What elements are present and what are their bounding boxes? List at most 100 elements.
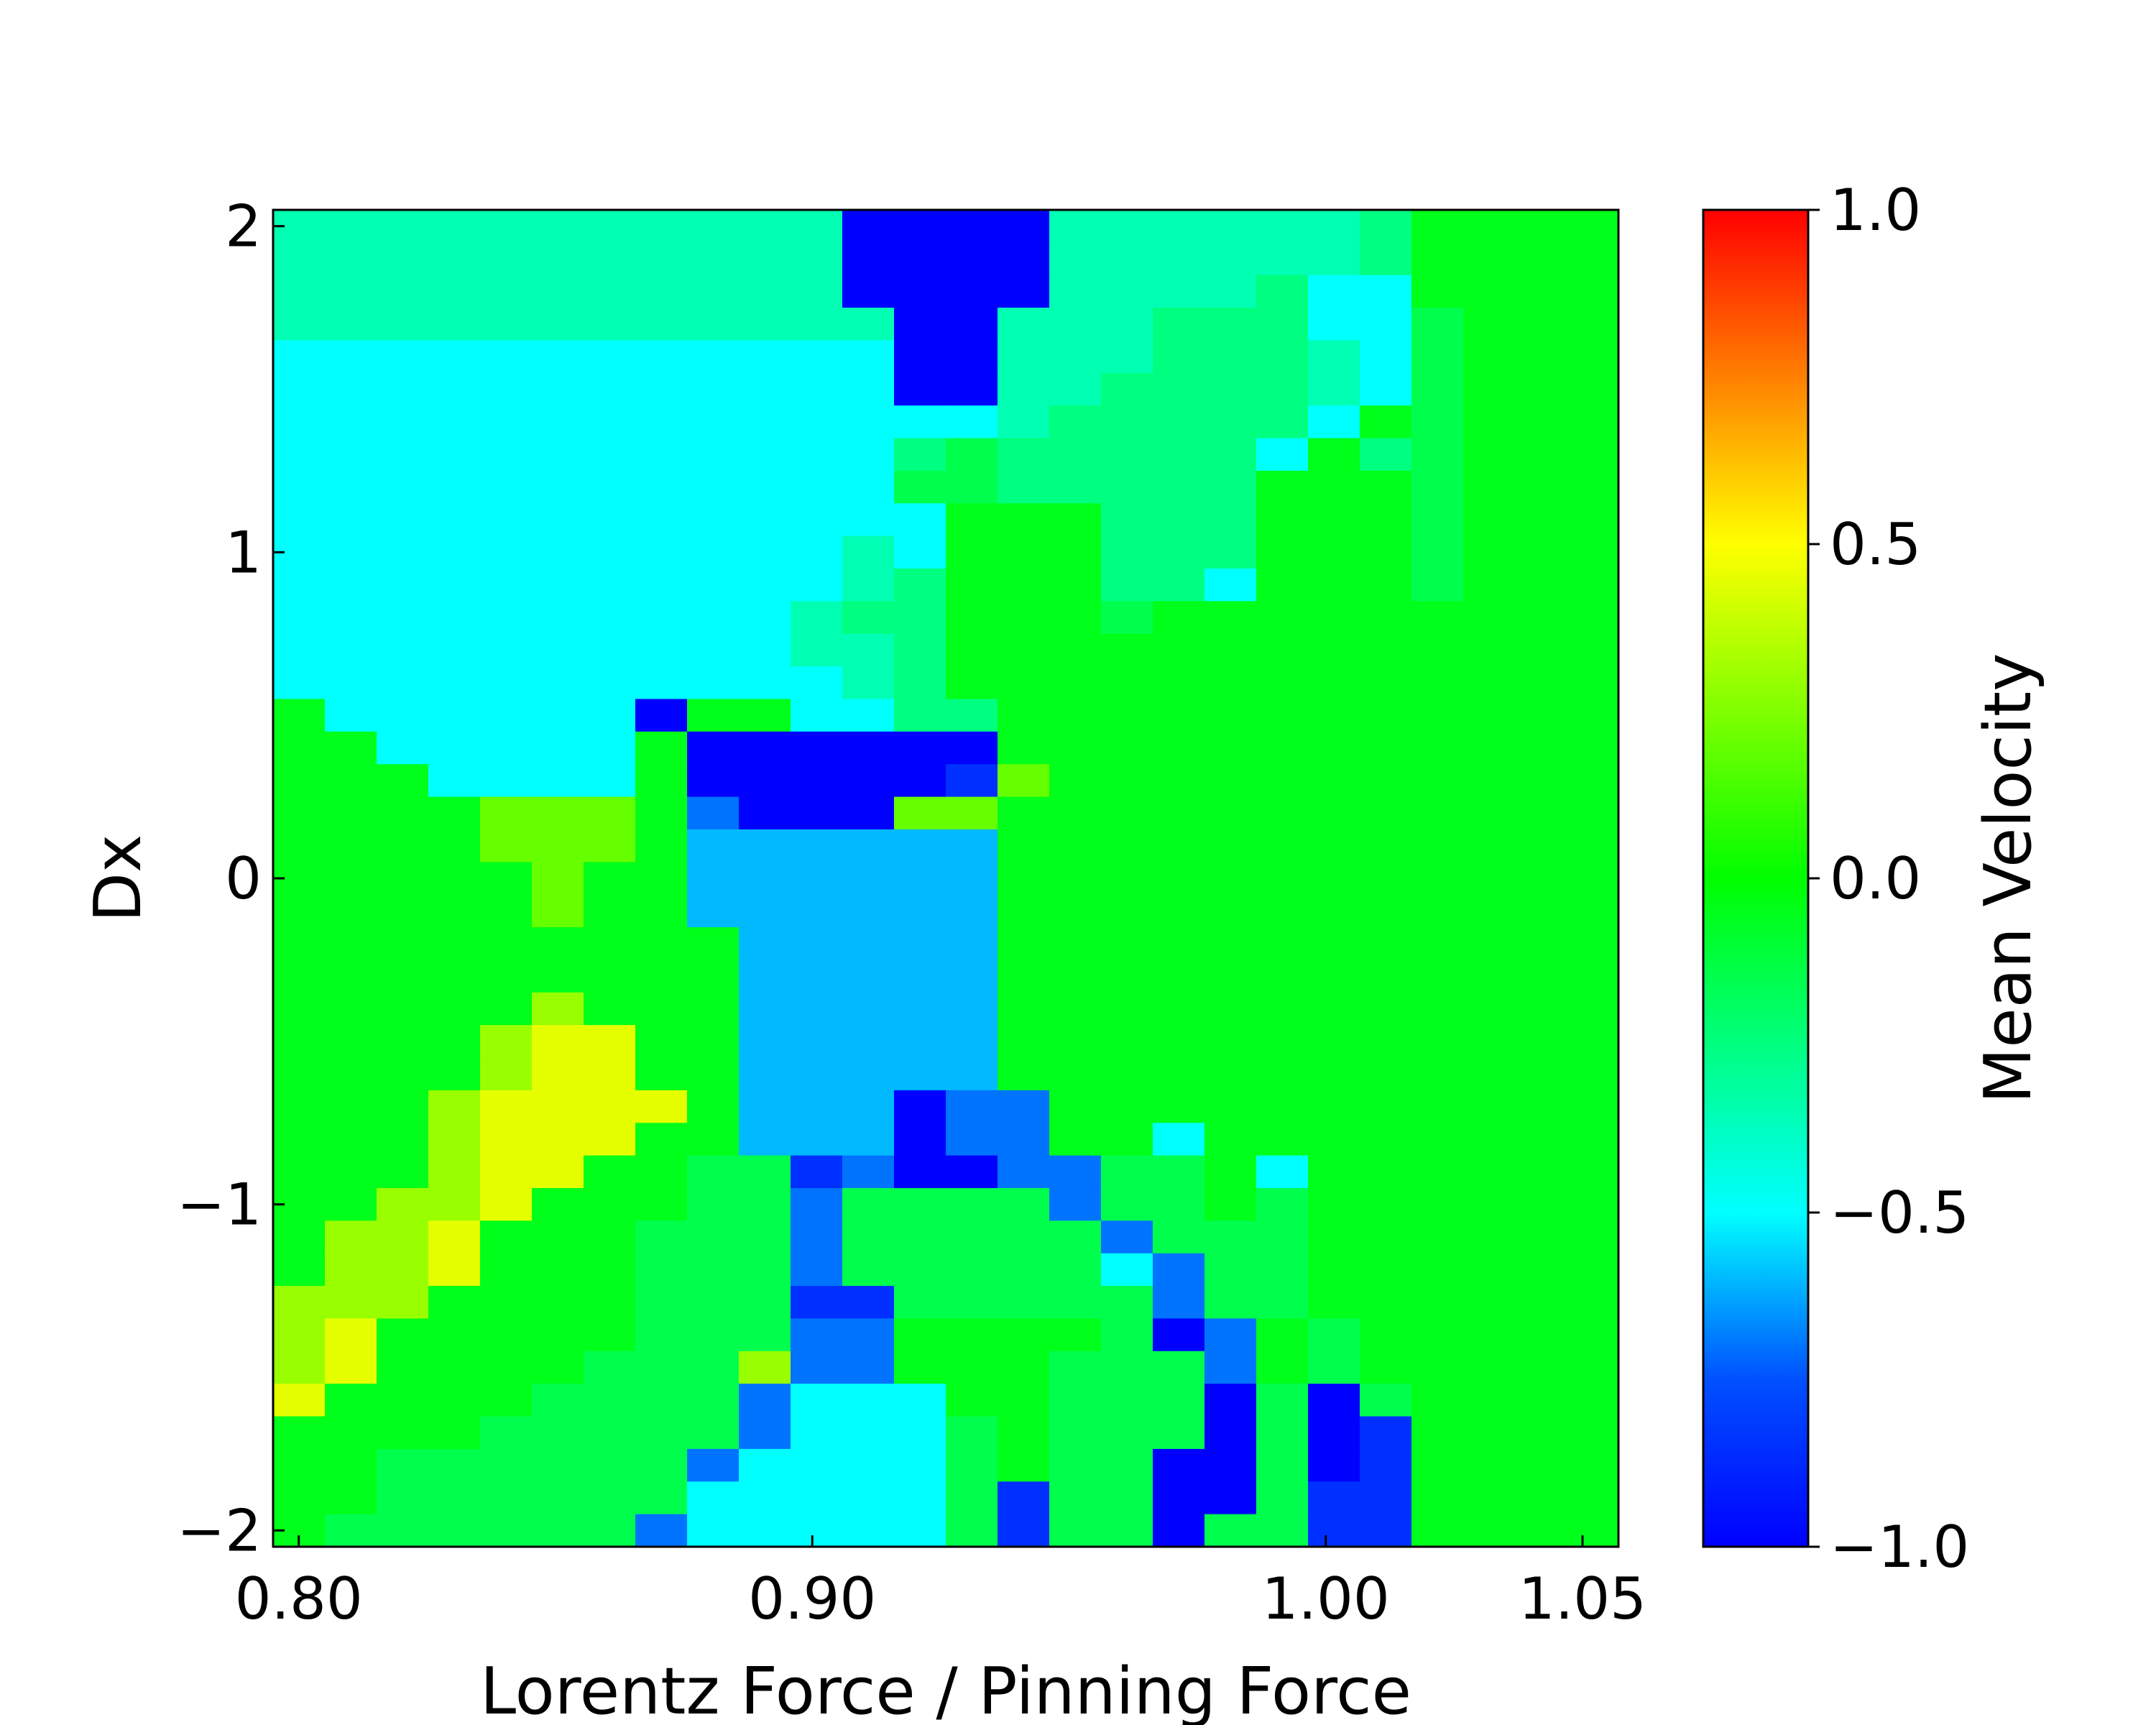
heatmap-cell <box>1463 569 1516 602</box>
heatmap-cell <box>635 1318 688 1352</box>
heatmap-cell <box>842 1286 895 1320</box>
heatmap-cell <box>532 535 584 569</box>
heatmap-cell <box>1567 894 1619 928</box>
heatmap-cell <box>739 862 791 896</box>
heatmap-cell <box>584 1057 636 1091</box>
heatmap-cell <box>842 1187 895 1222</box>
heatmap-cell <box>842 1351 895 1384</box>
heatmap-cell <box>791 1220 843 1254</box>
heatmap-cell <box>1049 666 1102 700</box>
heatmap-cell <box>377 1123 429 1156</box>
heatmap-cell <box>791 535 843 569</box>
heatmap-cell <box>532 731 584 765</box>
heatmap-cell <box>1463 1318 1516 1352</box>
heatmap-cell <box>1049 960 1102 993</box>
heatmap-cell <box>377 1514 429 1547</box>
heatmap-cell <box>635 1057 688 1091</box>
heatmap-cell <box>998 666 1050 700</box>
heatmap-cell <box>635 927 688 961</box>
heatmap-cell <box>791 764 843 798</box>
heatmap-cell <box>687 1351 740 1384</box>
heatmap-cell <box>842 275 895 308</box>
heatmap-cell <box>1153 438 1205 472</box>
heatmap-cell <box>273 275 326 308</box>
heatmap-cell <box>1360 503 1412 537</box>
heatmap-cell <box>532 242 584 276</box>
heatmap-cell <box>1204 894 1257 928</box>
heatmap-cell <box>1204 1025 1257 1059</box>
heatmap-cell <box>739 569 791 602</box>
heatmap-cell <box>1153 242 1205 276</box>
heatmap-cell <box>1567 405 1619 439</box>
heatmap-cell <box>1256 275 1309 308</box>
heatmap-cell <box>325 340 377 374</box>
heatmap-cell <box>325 731 377 765</box>
heatmap-cell <box>1204 1123 1257 1156</box>
heatmap-cell <box>1101 1286 1153 1320</box>
heatmap-cell <box>946 1090 998 1124</box>
heatmap-cell <box>635 1416 688 1450</box>
heatmap-cell <box>1515 275 1567 308</box>
heatmap-cell <box>894 340 946 374</box>
heatmap-cell <box>273 699 326 732</box>
heatmap-cell <box>1204 633 1257 667</box>
heatmap-cell <box>1360 1481 1412 1515</box>
heatmap-cell <box>532 1318 584 1352</box>
heatmap-cell <box>1308 503 1360 537</box>
heatmap-cell <box>1204 829 1257 863</box>
heatmap-cell <box>273 1318 326 1352</box>
heatmap-cell <box>946 210 998 244</box>
heatmap-cell <box>480 1481 533 1515</box>
heatmap-cell <box>1049 1448 1102 1483</box>
heatmap-cell <box>1101 1057 1153 1091</box>
heatmap-cell <box>1360 1220 1412 1254</box>
heatmap-cell <box>377 960 429 993</box>
heatmap-cell <box>1308 275 1360 308</box>
heatmap-cell <box>532 1351 584 1384</box>
heatmap-cell <box>635 1123 688 1156</box>
heatmap-cell <box>1204 960 1257 993</box>
heatmap-cell <box>791 666 843 700</box>
heatmap-cell <box>428 210 481 244</box>
heatmap-cell <box>480 1057 533 1091</box>
heatmap-cell <box>1308 1318 1360 1352</box>
heatmap-cell <box>273 470 326 505</box>
heatmap-cell <box>842 569 895 602</box>
heatmap-cell <box>1204 699 1257 732</box>
heatmap-cell <box>946 340 998 374</box>
heatmap-cell <box>428 1155 481 1189</box>
heatmap-cell <box>377 633 429 667</box>
heatmap-cell <box>1463 992 1516 1026</box>
heatmap-cell <box>842 1481 895 1515</box>
heatmap-cell <box>1360 699 1412 732</box>
heatmap-cell <box>532 340 584 374</box>
heatmap-cell <box>325 275 377 308</box>
heatmap-cell <box>584 829 636 863</box>
heatmap-cell <box>325 535 377 569</box>
y-axis: 2 1 0 −1 −2 <box>177 193 285 1564</box>
heatmap-cell <box>1101 569 1153 602</box>
heatmap-cell <box>1308 470 1360 505</box>
heatmap-cell <box>1411 1123 1464 1156</box>
heatmap-cell <box>1153 470 1205 505</box>
heatmap-cell <box>791 372 843 406</box>
heatmap-cell <box>1204 308 1257 341</box>
heatmap-cell <box>1360 1286 1412 1320</box>
heatmap-cell <box>480 503 533 537</box>
heatmap-cell <box>1049 601 1102 635</box>
heatmap-cell <box>791 405 843 439</box>
heatmap-cell <box>894 1155 946 1189</box>
heatmap-cell <box>377 829 429 863</box>
heatmap-cell <box>998 340 1050 374</box>
heatmap-cell <box>1256 1416 1309 1450</box>
heatmap-cell <box>842 210 895 244</box>
heatmap-cell <box>946 764 998 798</box>
heatmap-cell <box>377 1090 429 1124</box>
heatmap-cell <box>532 503 584 537</box>
heatmap-cell <box>1256 1384 1309 1417</box>
heatmap-cell <box>377 372 429 406</box>
heatmap-cell <box>428 862 481 896</box>
heatmap-cell <box>998 1187 1050 1222</box>
heatmap-cell <box>532 829 584 863</box>
heatmap-cell <box>273 340 326 374</box>
